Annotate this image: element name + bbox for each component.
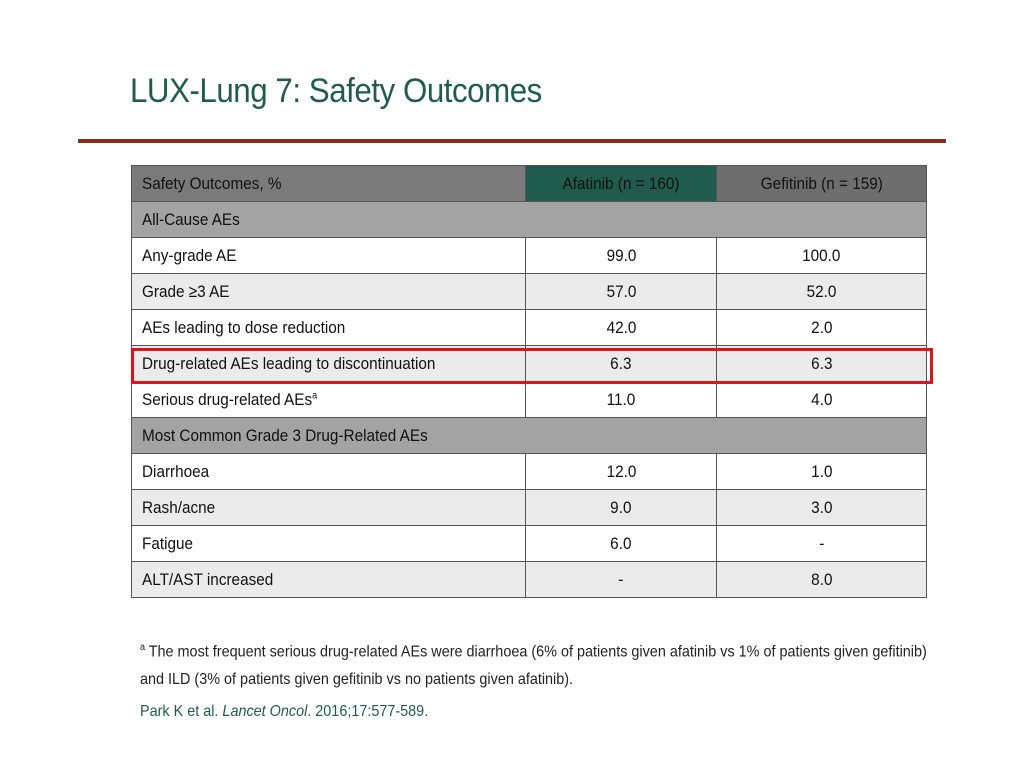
row-label: Drug-related AEs leading to discontinuat… [130,345,527,382]
row-label: Grade ≥3 AE [130,273,527,310]
table-row-highlighted: Drug-related AEs leading to discontinuat… [130,345,927,382]
section-title: Most Common Grade 3 Drug-Related AEs [131,417,927,454]
footnote: a The most frequent serious drug-related… [140,634,940,694]
citation-authors: Park K et al. [140,703,223,720]
afatinib-value: 12.0 [525,453,718,490]
table-row: Fatigue 6.0 - [130,525,927,562]
title-divider [78,139,946,143]
row-label: Rash/acne [130,489,527,526]
table-row: ALT/AST increased - 8.0 [130,561,927,598]
table-row: Any-grade AE 99.0 100.0 [130,237,927,274]
row-label: Serious drug-related AEsa [130,381,527,418]
table-row: AEs leading to dose reduction 42.0 2.0 [130,309,927,346]
row-label: AEs leading to dose reduction [130,309,527,346]
afatinib-value: 6.3 [525,345,718,382]
section-title: All-Cause AEs [131,201,927,238]
afatinib-value: 6.0 [525,525,718,562]
afatinib-value: 99.0 [525,237,718,274]
table-row: Grade ≥3 AE 57.0 52.0 [130,273,927,310]
citation: Park K et al. Lancet Oncol. 2016;17:577-… [140,703,460,721]
gefitinib-value: 100.0 [716,237,927,274]
row-label: Diarrhoea [130,453,527,490]
table-row: Rash/acne 9.0 3.0 [130,489,927,526]
footnote-marker: a [140,642,146,653]
section-header-all-cause: All-Cause AEs [131,201,927,238]
afatinib-value: 9.0 [525,489,718,526]
gefitinib-value: 4.0 [716,381,927,418]
afatinib-value: 11.0 [525,381,718,418]
footnote-marker: a [312,389,318,401]
afatinib-value: 42.0 [525,309,718,346]
header-afatinib: Afatinib (n = 160) [525,165,718,202]
row-label: ALT/AST increased [130,561,527,598]
table-row: Serious drug-related AEsa 11.0 4.0 [130,381,927,418]
table-header-row: Safety Outcomes, % Afatinib (n = 160) Ge… [130,165,927,202]
table-row: Diarrhoea 12.0 1.0 [130,453,927,490]
gefitinib-value: - [716,525,927,562]
footnote-text: The most frequent serious drug-related A… [140,643,927,689]
afatinib-value: - [525,561,718,598]
slide-title: LUX-Lung 7: Safety Outcomes [130,72,542,110]
safety-outcomes-table: Safety Outcomes, % Afatinib (n = 160) Ge… [130,165,927,598]
section-header-grade3: Most Common Grade 3 Drug-Related AEs [131,417,927,454]
header-gefitinib: Gefitinib (n = 159) [716,165,927,202]
gefitinib-value: 8.0 [716,561,927,598]
citation-details: . 2016;17:577-589. [307,703,429,720]
afatinib-value: 57.0 [525,273,718,310]
citation-journal: Lancet Oncol [222,703,308,720]
row-label: Fatigue [130,525,527,562]
gefitinib-value: 3.0 [716,489,927,526]
gefitinib-value: 1.0 [716,453,927,490]
gefitinib-value: 52.0 [716,273,927,310]
gefitinib-value: 6.3 [716,345,927,382]
gefitinib-value: 2.0 [716,309,927,346]
header-safety-outcomes: Safety Outcomes, % [130,165,527,202]
row-label: Any-grade AE [130,237,527,274]
